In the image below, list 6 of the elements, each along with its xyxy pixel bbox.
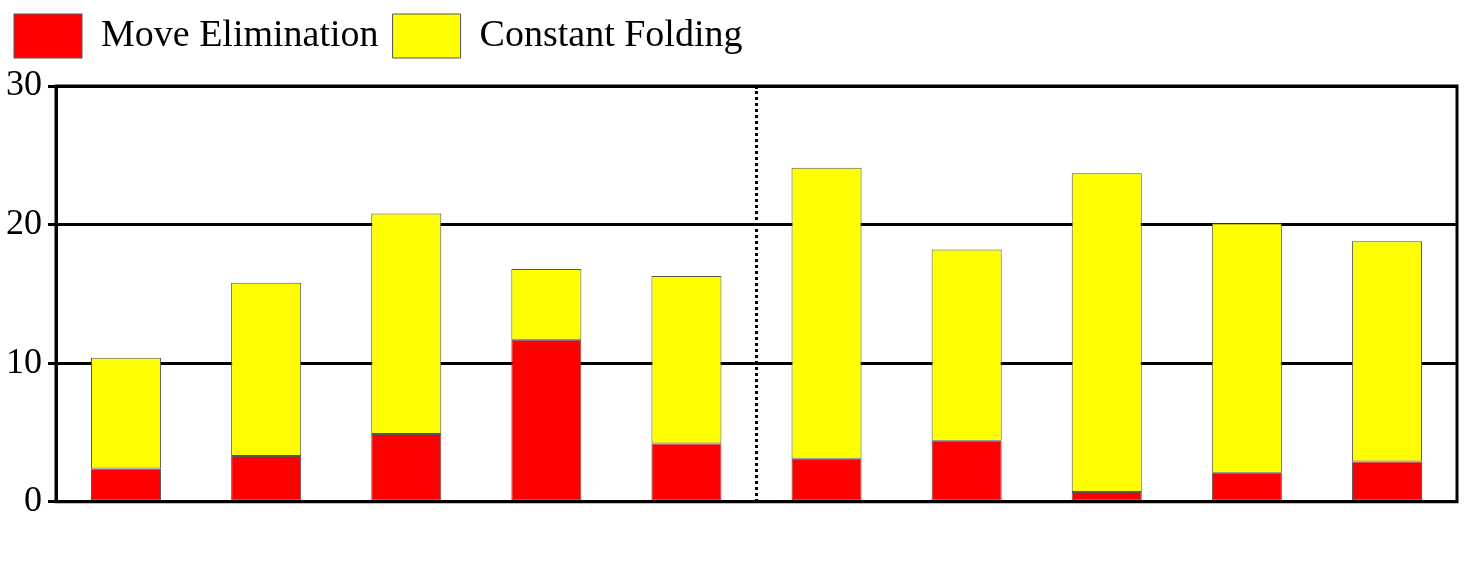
y-tick-label: 10 xyxy=(6,340,42,381)
legend-label: Constant Folding xyxy=(479,11,743,54)
y-tick-label: 30 xyxy=(6,63,42,104)
legend-label: Move Elimination xyxy=(101,11,379,54)
y-tick-label: 0 xyxy=(24,479,42,520)
y-tick-label: 20 xyxy=(6,202,42,243)
